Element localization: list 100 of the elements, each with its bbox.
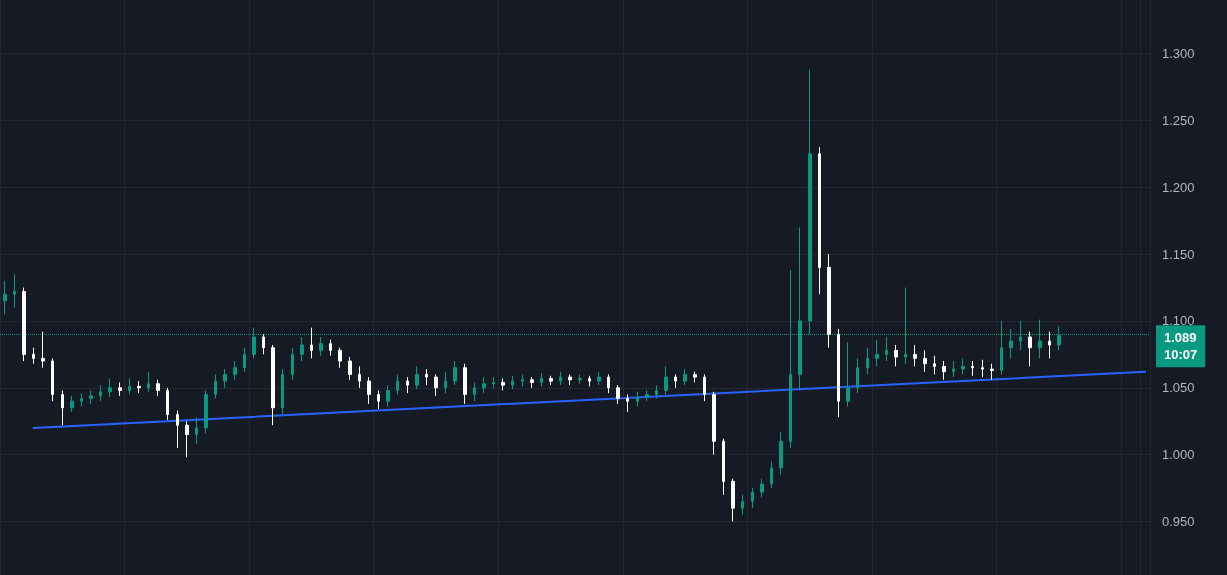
candlestick	[108, 377, 112, 398]
candlestick	[952, 360, 955, 378]
candlestick	[415, 365, 419, 390]
candlestick	[473, 381, 476, 402]
candlestick	[223, 368, 227, 389]
candlestick	[597, 371, 601, 386]
candlestick	[118, 381, 122, 397]
candlestick	[923, 349, 927, 373]
candlestick	[559, 371, 562, 386]
candlestick	[453, 360, 457, 386]
text: 10:07	[1164, 347, 1198, 363]
candlestick	[913, 344, 917, 367]
candlestick	[233, 360, 237, 381]
candlestick	[89, 389, 93, 405]
y-tick-label: 1.250	[1162, 112, 1195, 128]
candlestick	[521, 373, 524, 387]
candlestick	[655, 384, 658, 399]
candlestick	[300, 336, 304, 362]
candlestick	[703, 373, 706, 402]
candlestick	[827, 253, 831, 349]
candlestick	[262, 333, 265, 355]
candlestick	[243, 347, 246, 373]
y-tick-label: 1.100	[1162, 313, 1195, 329]
candlestick	[885, 336, 888, 362]
ref-line-label: 1.089	[1164, 330, 1197, 346]
candlestick	[367, 376, 371, 405]
candlestick	[616, 384, 620, 405]
candlestick	[492, 376, 495, 389]
candlestick	[501, 377, 505, 391]
candlestick	[818, 146, 821, 295]
candlestick	[271, 344, 275, 426]
candlestick	[291, 347, 294, 381]
candlestick	[329, 339, 332, 357]
candlestick	[636, 391, 639, 408]
candlestick	[578, 373, 582, 385]
candlestick	[3, 280, 7, 315]
candlestick	[664, 365, 668, 395]
candlestick	[626, 393, 629, 413]
candlestick	[971, 360, 974, 377]
candlestick	[348, 356, 352, 381]
candlestick	[511, 375, 514, 390]
y-tick-label: 1.300	[1162, 45, 1195, 61]
candlestick	[147, 371, 150, 393]
candlestick	[13, 273, 16, 309]
candlestick	[846, 341, 850, 408]
candlestick	[808, 69, 812, 335]
candlestick	[645, 389, 649, 402]
candlestick	[80, 392, 83, 408]
candlestick	[338, 347, 342, 369]
candlestick	[770, 460, 773, 489]
candlestick	[195, 416, 198, 445]
candlestick	[156, 379, 160, 397]
candlestick	[856, 357, 859, 394]
candlestick	[693, 371, 697, 383]
y-tick-label: 1.200	[1162, 179, 1195, 195]
candlestick	[214, 373, 217, 399]
candlestick	[444, 371, 447, 394]
candlestick	[204, 389, 208, 434]
candlestick	[1028, 331, 1032, 367]
candlestick	[530, 376, 534, 389]
candlestick	[779, 431, 783, 476]
y-tick-label: 1.050	[1162, 380, 1195, 396]
candlestick	[406, 376, 409, 394]
candlestick	[607, 373, 610, 394]
candlestick	[386, 384, 390, 408]
candlestick	[894, 344, 898, 367]
candlestick	[933, 355, 936, 375]
candlestick	[358, 365, 361, 389]
candlestick	[741, 494, 744, 516]
y-tick-label: 0.950	[1162, 514, 1195, 530]
candlestick	[396, 373, 399, 395]
candlestick	[137, 380, 141, 394]
candlestick	[185, 420, 189, 458]
candlestick	[281, 368, 284, 416]
candlestick	[99, 384, 102, 402]
candlestick	[482, 376, 486, 394]
candlestick	[990, 363, 994, 381]
candlestick	[751, 487, 754, 509]
candlestick	[61, 389, 64, 426]
candlestick	[1048, 331, 1051, 359]
candlestick	[70, 395, 74, 413]
candlestick	[981, 359, 984, 378]
candlestick	[22, 287, 26, 362]
candlestick	[310, 327, 313, 359]
candlestick	[731, 478, 735, 523]
candlestick	[176, 410, 179, 449]
candlestick	[166, 387, 169, 421]
candlestick	[32, 347, 35, 365]
candlestick	[722, 438, 725, 496]
candlestick	[866, 347, 869, 375]
candlestick	[51, 357, 54, 402]
candlestick	[463, 363, 467, 405]
candlestick	[549, 375, 553, 386]
candlestick	[760, 478, 764, 498]
candlestick	[683, 368, 687, 386]
candlestick	[425, 368, 428, 386]
candlestick	[674, 373, 677, 389]
candlestick	[377, 389, 380, 410]
candlestick	[41, 331, 45, 369]
y-tick-label: 1.150	[1162, 246, 1195, 262]
